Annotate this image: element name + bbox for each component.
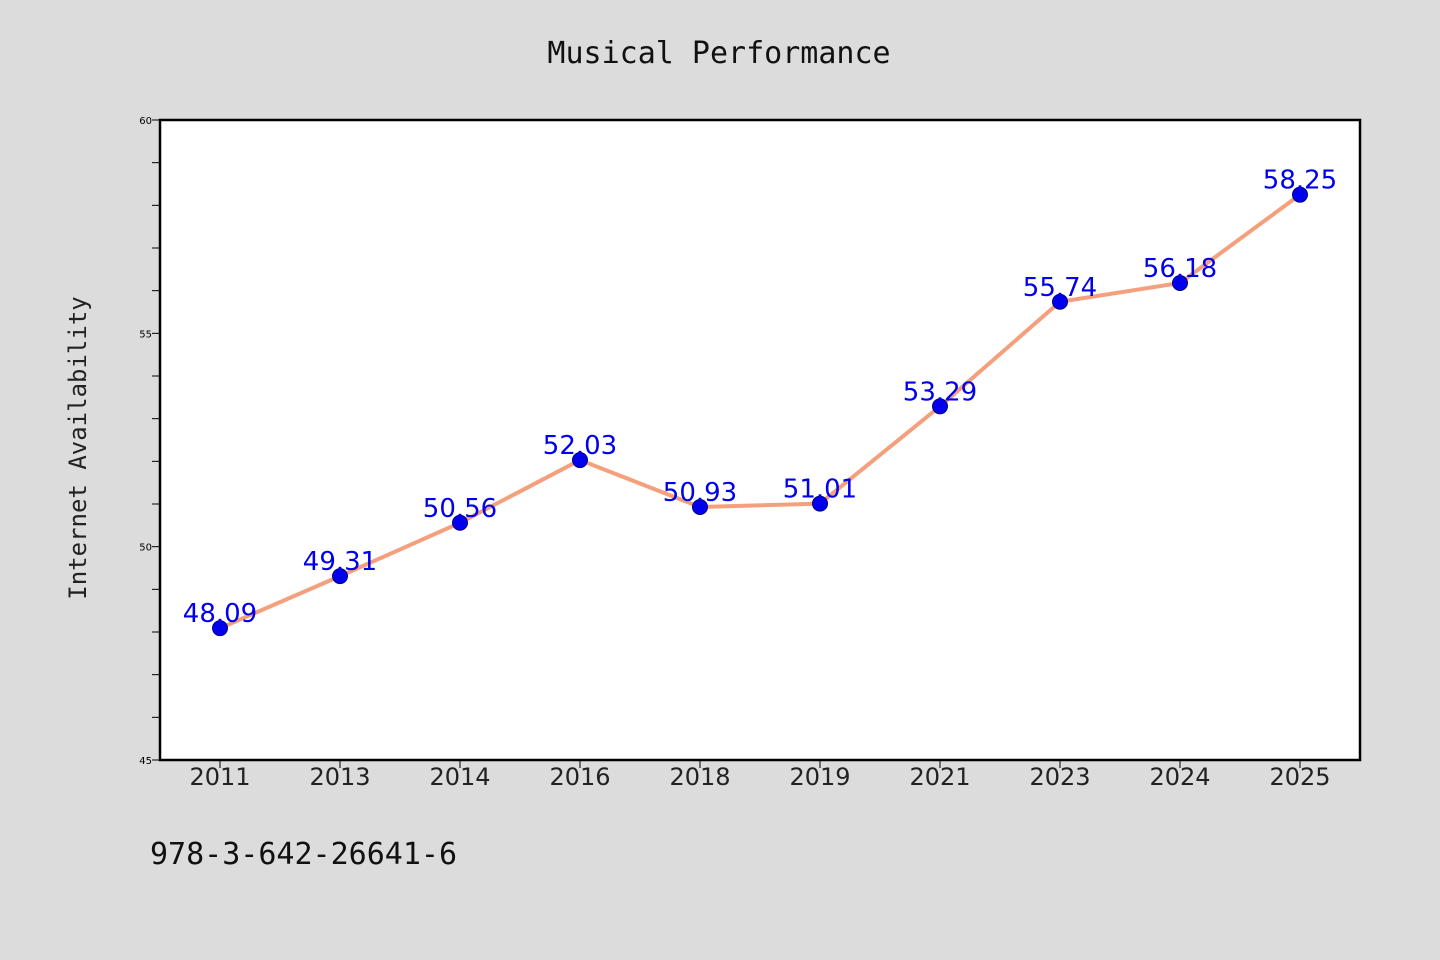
data-label: 53.29: [903, 377, 977, 407]
x-tick-label: 2018: [669, 763, 730, 791]
x-tick-label: 2025: [1269, 763, 1330, 791]
x-tick-label: 2014: [429, 763, 490, 791]
data-label: 50.56: [423, 494, 497, 524]
y-tick-label: 55: [139, 329, 152, 340]
plot-frame: [158, 118, 1362, 762]
series-layer: 48.09 49.31 50.56 52.03 50.93 51.01 53.29 55.74…: [183, 166, 1337, 637]
x-tick-label: 2021: [909, 763, 970, 791]
chart-title: Musical Performance: [547, 36, 890, 71]
data-point: [1172, 274, 1188, 291]
y-tick-label: 45: [139, 756, 152, 767]
data-point: [932, 398, 948, 415]
y-tick-label: 50: [139, 543, 152, 554]
x-tick-label: 2016: [549, 763, 610, 791]
data-label: 48.09: [183, 599, 257, 629]
x-tick-label: 2024: [1149, 763, 1210, 791]
plot-area: [160, 120, 1360, 760]
series-line: [218, 192, 1302, 631]
data-label: 58.25: [1263, 166, 1337, 196]
data-label: 55.74: [1023, 273, 1097, 303]
y-axis: 45 50 55 60: [139, 116, 160, 767]
data-point: [812, 495, 828, 512]
data-point: [332, 568, 348, 585]
data-point: [452, 514, 468, 531]
data-point: [1052, 293, 1068, 310]
data-label: 51.01: [783, 475, 857, 505]
data-label: 52.03: [543, 431, 617, 461]
x-axis: 2011 2013 2014 2016 2018 2019 2021 2023 2024 2025: [189, 760, 1331, 791]
x-tick-label: 2023: [1029, 763, 1090, 791]
x-tick-label: 2011: [189, 763, 250, 791]
data-point: [572, 452, 588, 469]
data-label: 56.18: [1143, 254, 1217, 284]
x-tick-label: 2019: [789, 763, 850, 791]
data-point: [212, 620, 228, 637]
footer-code: 978-3-642-26641-6: [150, 837, 457, 872]
data-label: 49.31: [303, 547, 377, 577]
data-point: [692, 498, 708, 515]
y-axis-label: Internet Availability: [64, 296, 92, 599]
data-label: 50.93: [663, 478, 737, 508]
y-tick-label: 60: [139, 116, 152, 127]
data-point: [1292, 186, 1308, 203]
x-tick-label: 2013: [309, 763, 370, 791]
